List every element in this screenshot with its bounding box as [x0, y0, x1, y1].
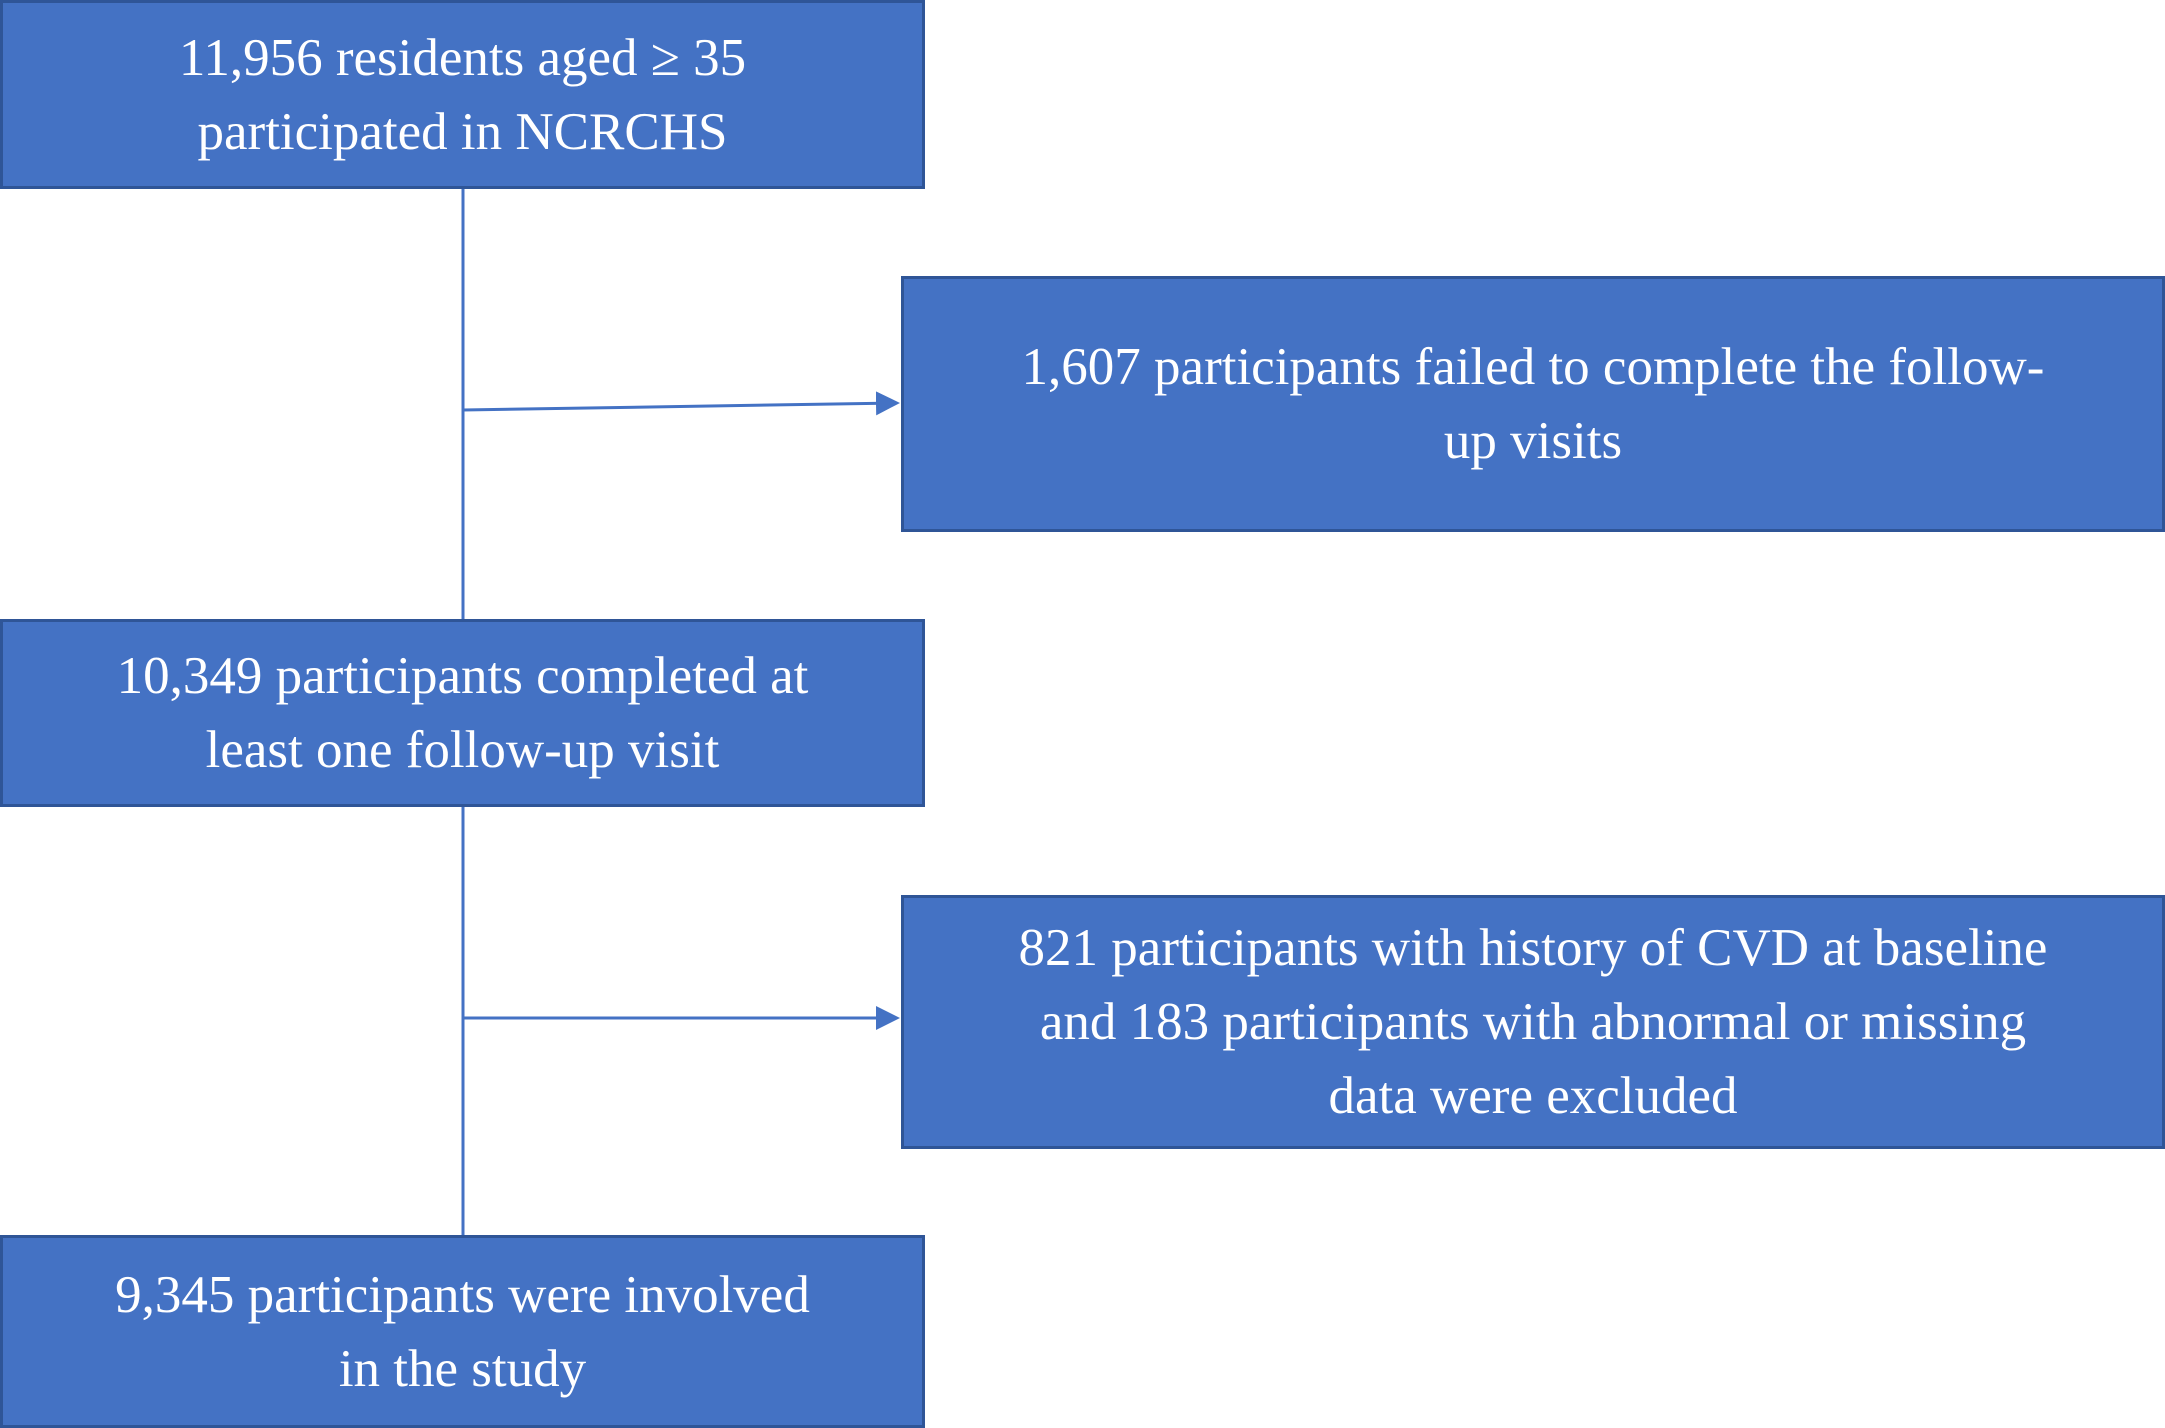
completed-followup-box: 10,349 participants completed at least o… [0, 619, 925, 807]
excluded-participants-box: 821 participants with history of CVD at … [901, 895, 2165, 1149]
arrow-to-lost-to-followup [462, 391, 900, 416]
final-cohort-box: 9,345 participants were involved in the … [0, 1235, 925, 1428]
enrolled-residents-text: 11,956 residents aged ≥ 35 participated … [178, 28, 747, 161]
excluded-participants-text: 821 participants with history of CVD at … [1018, 919, 2048, 1125]
lost-to-followup-text: 1,607 participants failed to complete th… [1021, 338, 2045, 470]
final-cohort-text: 9,345 participants were involved in the … [115, 1265, 810, 1398]
enrolled-residents-box: 11,956 residents aged ≥ 35 participated … [0, 0, 925, 189]
completed-followup-text: 10,349 participants completed at least o… [116, 647, 809, 779]
lost-to-followup-box: 1,607 participants failed to complete th… [901, 276, 2165, 532]
